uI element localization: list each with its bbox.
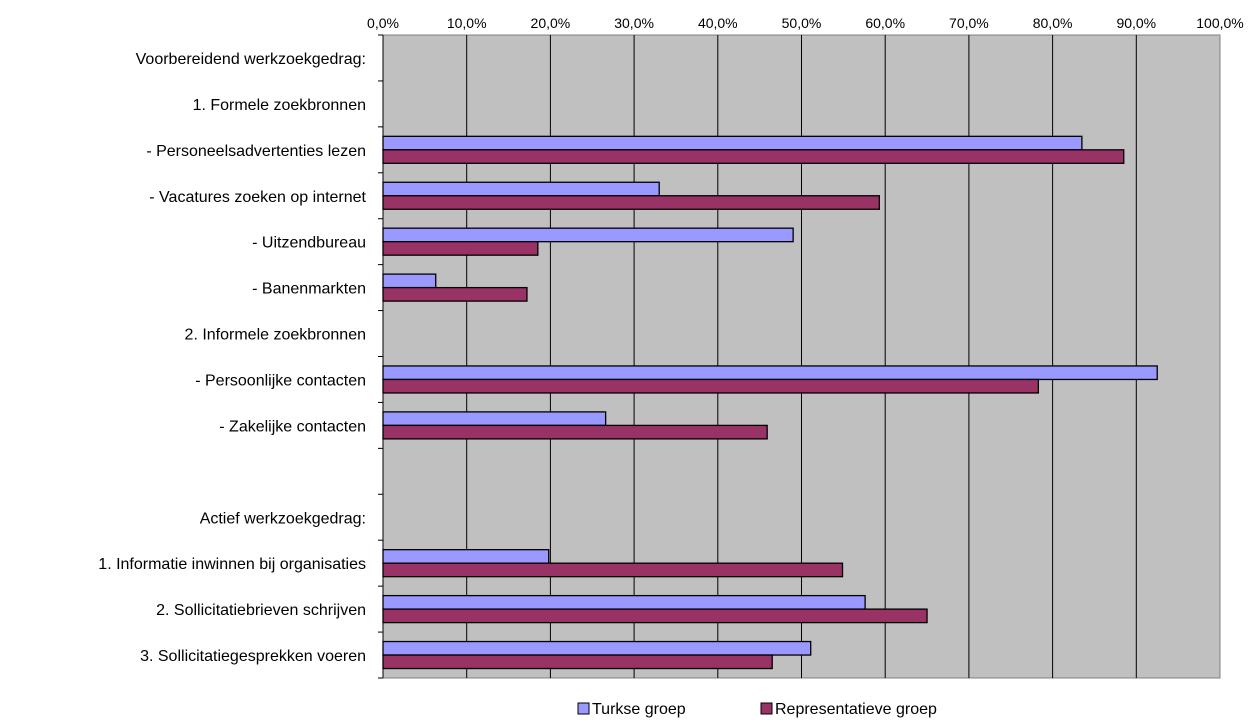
category-label: - Uitzendbureau — [252, 235, 366, 252]
category-label: 3. Sollicitatiegesprekken voeren — [140, 648, 366, 665]
x-tick-label: 10,0% — [447, 15, 487, 31]
category-label: - Persoonlijke contacten — [195, 372, 366, 389]
bar-series-1 — [382, 273, 437, 289]
bar-series-2 — [382, 378, 1040, 394]
bar-series-1 — [382, 411, 607, 427]
bar-series-1 — [382, 594, 866, 610]
bar-series-2 — [382, 654, 773, 670]
value-tick-labels: 0,0% 10,0% 20,0% 30,0% 40,0% 50,0% 60,0% 70,0% 8… — [367, 15, 1244, 31]
category-label: Actief werkzoekgedrag: — [200, 510, 366, 527]
legend: Turkse groep Representatieve groep — [577, 701, 937, 718]
category-label: 1. Informatie inwinnen bij organisaties — [98, 556, 366, 573]
legend-swatch — [760, 702, 773, 715]
bar-series-2 — [382, 562, 844, 578]
category-ticks — [378, 34, 383, 679]
x-tick-label: 30,0% — [614, 15, 654, 31]
category-labels: Voorbereidend werkzoekgedrag: 1. Formele … — [98, 51, 366, 665]
x-tick-label: 100,0% — [1196, 15, 1243, 31]
bar-series-2 — [382, 608, 928, 624]
legend-label: Representatieve groep — [775, 701, 937, 718]
x-tick-label: 0,0% — [367, 15, 399, 31]
x-tick-label: 20,0% — [531, 15, 571, 31]
bar-series-2 — [382, 149, 1125, 164]
bar-series-1 — [382, 135, 1083, 151]
x-tick-label: 70,0% — [949, 15, 989, 31]
category-label: - Banenmarkten — [252, 281, 366, 298]
bars — [382, 135, 1158, 670]
bar-series-1 — [382, 181, 660, 197]
bar-series-1 — [382, 640, 812, 656]
category-label: 2. Sollicitatiebrieven schrijven — [156, 602, 366, 619]
category-label: - Personeelsadvertenties lezen — [146, 143, 366, 160]
x-tick-label: 90,0% — [1116, 15, 1156, 31]
bar-series-2 — [382, 241, 539, 256]
legend-label: Turkse groep — [592, 701, 686, 718]
x-tick-label: 50,0% — [782, 15, 822, 31]
bar-series-1 — [382, 365, 1158, 381]
category-label: - Zakelijke contacten — [219, 418, 366, 435]
bar-series-2 — [382, 286, 528, 302]
category-label: 1. Formele zoekbronnen — [193, 97, 366, 114]
category-label: Voorbereidend werkzoekgedrag: — [136, 51, 366, 68]
x-tick-label: 60,0% — [865, 15, 905, 31]
bar-series-1 — [382, 227, 794, 243]
bar-series-1 — [382, 549, 550, 564]
bar-series-2 — [382, 424, 768, 440]
category-label: - Vacatures zoeken op internet — [149, 189, 366, 206]
x-tick-label: 80,0% — [1033, 15, 1073, 31]
x-tick-label: 40,0% — [698, 15, 738, 31]
category-label: 2. Informele zoekbronnen — [185, 327, 366, 344]
legend-swatch — [577, 702, 590, 715]
bar-series-2 — [382, 195, 880, 210]
